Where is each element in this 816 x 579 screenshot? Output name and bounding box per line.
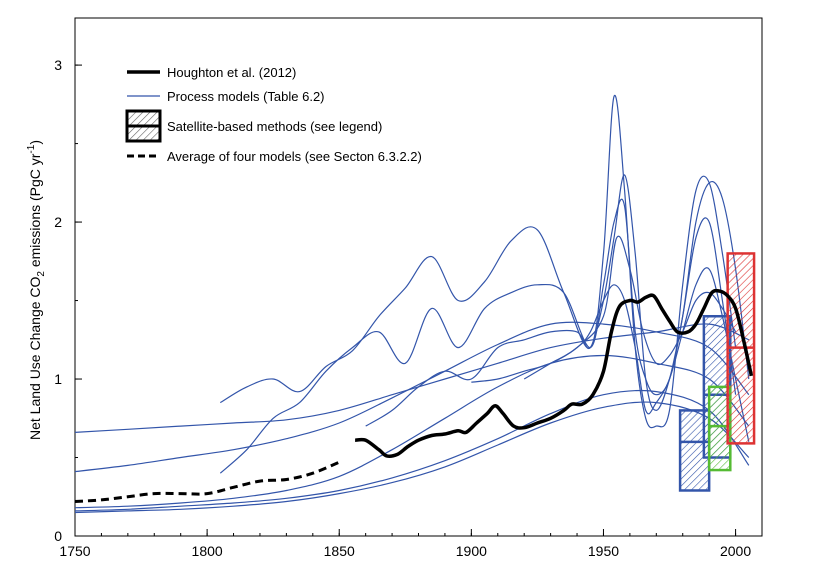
x-tick-label: 1900 (456, 543, 487, 559)
legend-label-houghton: Houghton et al. (2012) (167, 65, 296, 80)
x-tick-label: 2000 (720, 543, 751, 559)
process-model-line (74, 323, 750, 433)
x-axis: 1750 1800 1850 1900 1950 2000 (59, 529, 763, 559)
houghton-line (354, 288, 754, 458)
y-label-part-e: ) (27, 140, 43, 145)
y-tick-label: 1 (54, 371, 62, 387)
process-model-line (74, 321, 750, 473)
legend-label-satellite: Satellite-based methods (see legend) (167, 119, 382, 134)
average-models-line (74, 460, 340, 503)
process-model-line (219, 94, 737, 429)
x-tick-label: 1850 (324, 543, 355, 559)
houghton-series (354, 288, 754, 458)
average-models-series (74, 460, 340, 503)
y-axis-label: Net Land Use Change CO2 emissions (PgC y… (26, 140, 47, 440)
y-tick-label: 3 (54, 57, 62, 73)
y-label-sup: -1 (26, 144, 37, 153)
legend-label-process: Process models (Table 6.2) (167, 89, 325, 104)
legend-label-average: Average of four models (see Secton 6.3.2… (167, 149, 422, 164)
y-axis: 0 1 2 3 (54, 57, 82, 544)
process-model-line (74, 354, 750, 509)
y-label-part-a: Net Land Use Change CO (27, 276, 43, 440)
process-model-line (523, 235, 737, 380)
process-model-line (74, 389, 750, 512)
y-label-part-c: emissions (PgC yr (27, 153, 43, 271)
process-model-line (74, 401, 750, 514)
y-label-sub: 2 (36, 271, 47, 277)
y-tick-label: 2 (54, 214, 62, 230)
process-model-line (365, 174, 737, 427)
x-tick-label: 1950 (588, 543, 619, 559)
process-models (74, 94, 750, 514)
legend: Houghton et al. (2012) Process models (T… (125, 65, 422, 164)
x-tick-label: 1800 (192, 543, 223, 559)
x-tick-label: 1750 (59, 543, 90, 559)
process-model-line (219, 180, 750, 474)
satellite-boxes (678, 252, 756, 492)
y-tick-label: 0 (54, 528, 62, 544)
